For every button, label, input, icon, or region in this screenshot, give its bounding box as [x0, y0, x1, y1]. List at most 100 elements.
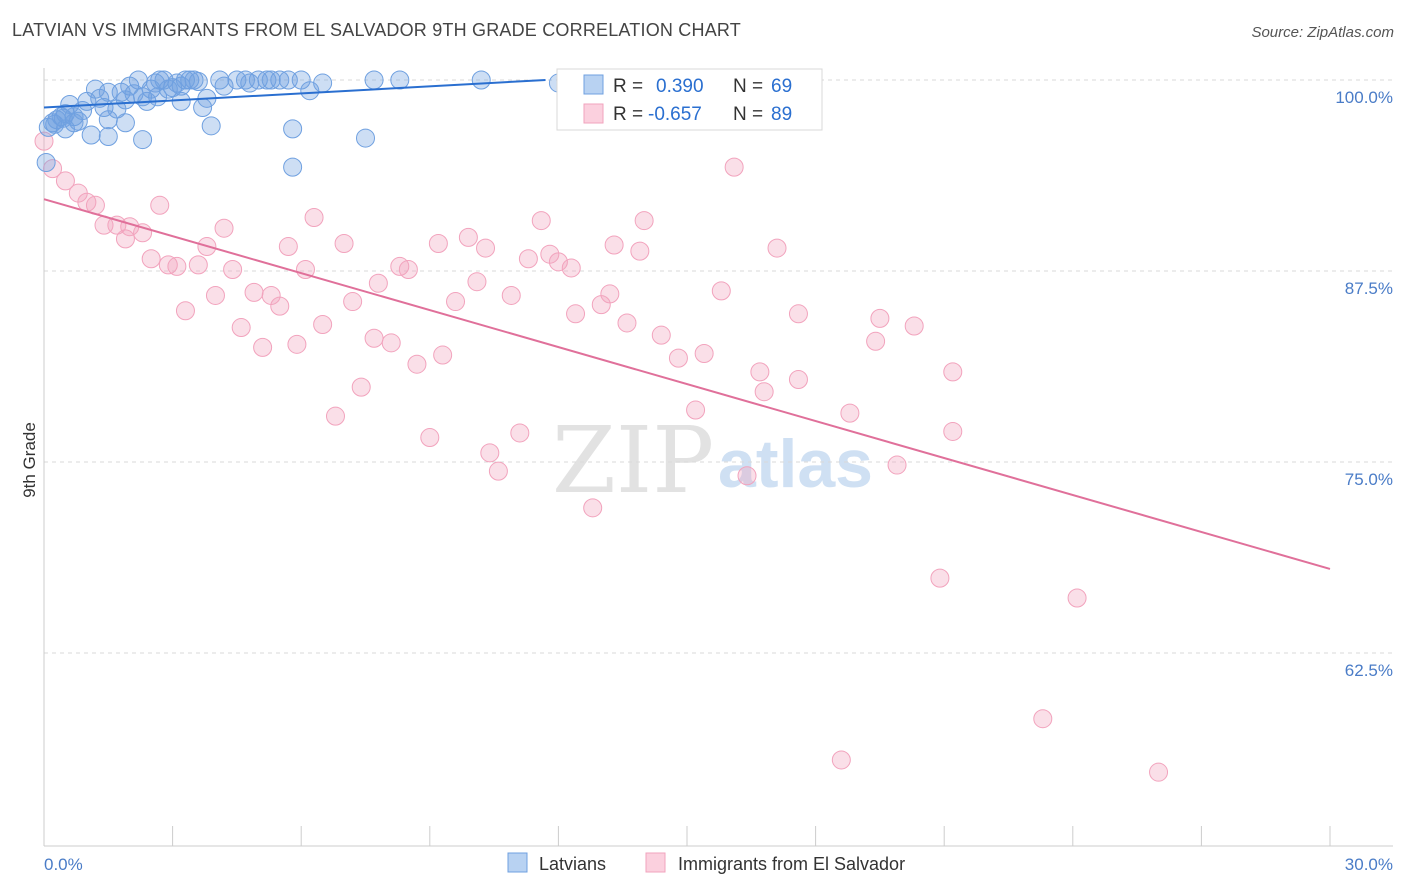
el-salvador-point — [788, 304, 808, 324]
el-salvador-point — [458, 227, 478, 247]
el-salvador-point — [634, 211, 654, 231]
legend-box: R = 0.390 N = 69 R = -0.657 N = 89 — [556, 68, 823, 131]
el-salvador-point — [488, 461, 508, 481]
latvians-trend-line — [43, 79, 546, 109]
el-salvador-point — [270, 296, 290, 316]
el-salvador-point — [313, 314, 333, 334]
el-salvador-point — [364, 328, 384, 348]
el-salvador-point — [737, 466, 757, 486]
legend-swatch-el-salvador — [583, 103, 604, 124]
el-salvador-point — [325, 406, 345, 426]
y-tick-label: 87.5% — [1345, 279, 1393, 298]
el-salvador-point — [866, 331, 886, 351]
el-salvador-point — [231, 318, 251, 338]
el-salvador-point — [446, 292, 466, 312]
el-salvador-point — [930, 568, 950, 588]
chart-title: LATVIAN VS IMMIGRANTS FROM EL SALVADOR 9… — [12, 20, 741, 40]
el-salvador-point — [724, 157, 744, 177]
trend-lines — [43, 79, 1331, 570]
latvian-point — [94, 98, 114, 118]
latvian-point — [68, 111, 88, 131]
el-salvador-point — [561, 258, 581, 278]
el-salvador-point — [287, 334, 307, 354]
el-salvador-point — [754, 382, 774, 402]
el-salvador-point — [304, 208, 324, 228]
el-salvador-point — [351, 377, 371, 397]
el-salvador-point — [686, 400, 706, 420]
el-salvador-point — [55, 171, 75, 191]
legend-n-label-2: N = — [733, 104, 763, 125]
legend-r-value-1: 0.390 — [656, 76, 704, 97]
x-tick-label-max: 30.0% — [1345, 855, 1393, 874]
el-salvador-point — [115, 229, 135, 249]
el-salvador-point — [1149, 762, 1169, 782]
el-salvador-point — [630, 241, 650, 261]
el-salvador-point — [214, 218, 234, 238]
latvian-point — [283, 157, 303, 177]
el-salvador-point — [381, 333, 401, 353]
el-salvador-point — [510, 423, 530, 443]
el-salvador-point — [788, 369, 808, 389]
el-salvador-point — [767, 238, 787, 258]
el-salvador-point — [831, 750, 851, 770]
bottom-legend-el-salvador: Immigrants from El Salvador — [678, 854, 905, 874]
latvian-point — [81, 125, 101, 145]
legend-r-label-2: R = — [613, 104, 643, 125]
el-salvador-point — [420, 428, 440, 448]
el-salvador-point — [668, 348, 688, 368]
el-salvador-point — [253, 337, 273, 357]
y-tick-label: 75.0% — [1345, 470, 1393, 489]
el-salvador-point — [476, 238, 496, 258]
legend-n-value-2: 89 — [771, 104, 792, 125]
el-salvador-trend-line — [43, 198, 1331, 570]
el-salvador-point — [651, 325, 671, 345]
y-axis-label: 9th Grade — [20, 422, 39, 498]
el-salvador-point — [1067, 588, 1087, 608]
watermark-zip: ZIP — [552, 407, 714, 514]
el-salvador-point — [694, 344, 714, 364]
el-salvador-point — [617, 313, 637, 333]
latvian-point — [201, 116, 221, 136]
latvian-point — [390, 70, 410, 90]
el-salvador-point — [433, 345, 453, 365]
el-salvador-point — [278, 237, 298, 257]
source-label: Source: ZipAtlas.com — [1251, 24, 1394, 41]
x-tick-label-min: 0.0% — [44, 855, 83, 874]
el-salvador-point — [467, 272, 487, 292]
el-salvador-point — [518, 249, 538, 269]
bottom-legend: Latvians Immigrants from El Salvador — [507, 852, 905, 874]
legend-r-label-1: R = — [613, 76, 643, 97]
el-salvador-point — [531, 211, 551, 231]
bottom-legend-swatch-latvians — [507, 852, 528, 873]
el-salvador-point — [943, 421, 963, 441]
el-salvador-point — [150, 195, 170, 215]
latvian-point — [115, 113, 135, 133]
el-salvador-point — [887, 455, 907, 475]
el-salvador-point — [334, 233, 354, 253]
el-salvador-point — [398, 259, 418, 279]
el-salvador-point — [167, 256, 187, 276]
legend-swatch-latvians — [583, 74, 604, 95]
el-salvador-point — [583, 498, 603, 518]
el-salvador-point — [205, 285, 225, 305]
bottom-legend-latvians: Latvians — [539, 854, 606, 874]
gridlines — [44, 79, 1393, 654]
el-salvador-point — [244, 282, 264, 302]
x-ticks — [172, 826, 1331, 846]
el-salvador-point — [904, 316, 924, 336]
el-salvador-point — [368, 273, 388, 293]
watermark-atlas: atlas — [718, 426, 873, 502]
el-salvador-point — [711, 281, 731, 301]
el-salvador-point — [188, 255, 208, 275]
el-salvador-point — [428, 233, 448, 253]
el-salvador-point — [501, 285, 521, 305]
el-salvador-point — [407, 354, 427, 374]
el-salvador-point — [223, 259, 243, 279]
series-latvians-points — [36, 70, 568, 177]
axes — [43, 68, 1393, 847]
latvian-point — [188, 72, 208, 92]
el-salvador-point — [870, 308, 890, 328]
el-salvador-point — [566, 304, 586, 324]
el-salvador-point — [480, 443, 500, 463]
